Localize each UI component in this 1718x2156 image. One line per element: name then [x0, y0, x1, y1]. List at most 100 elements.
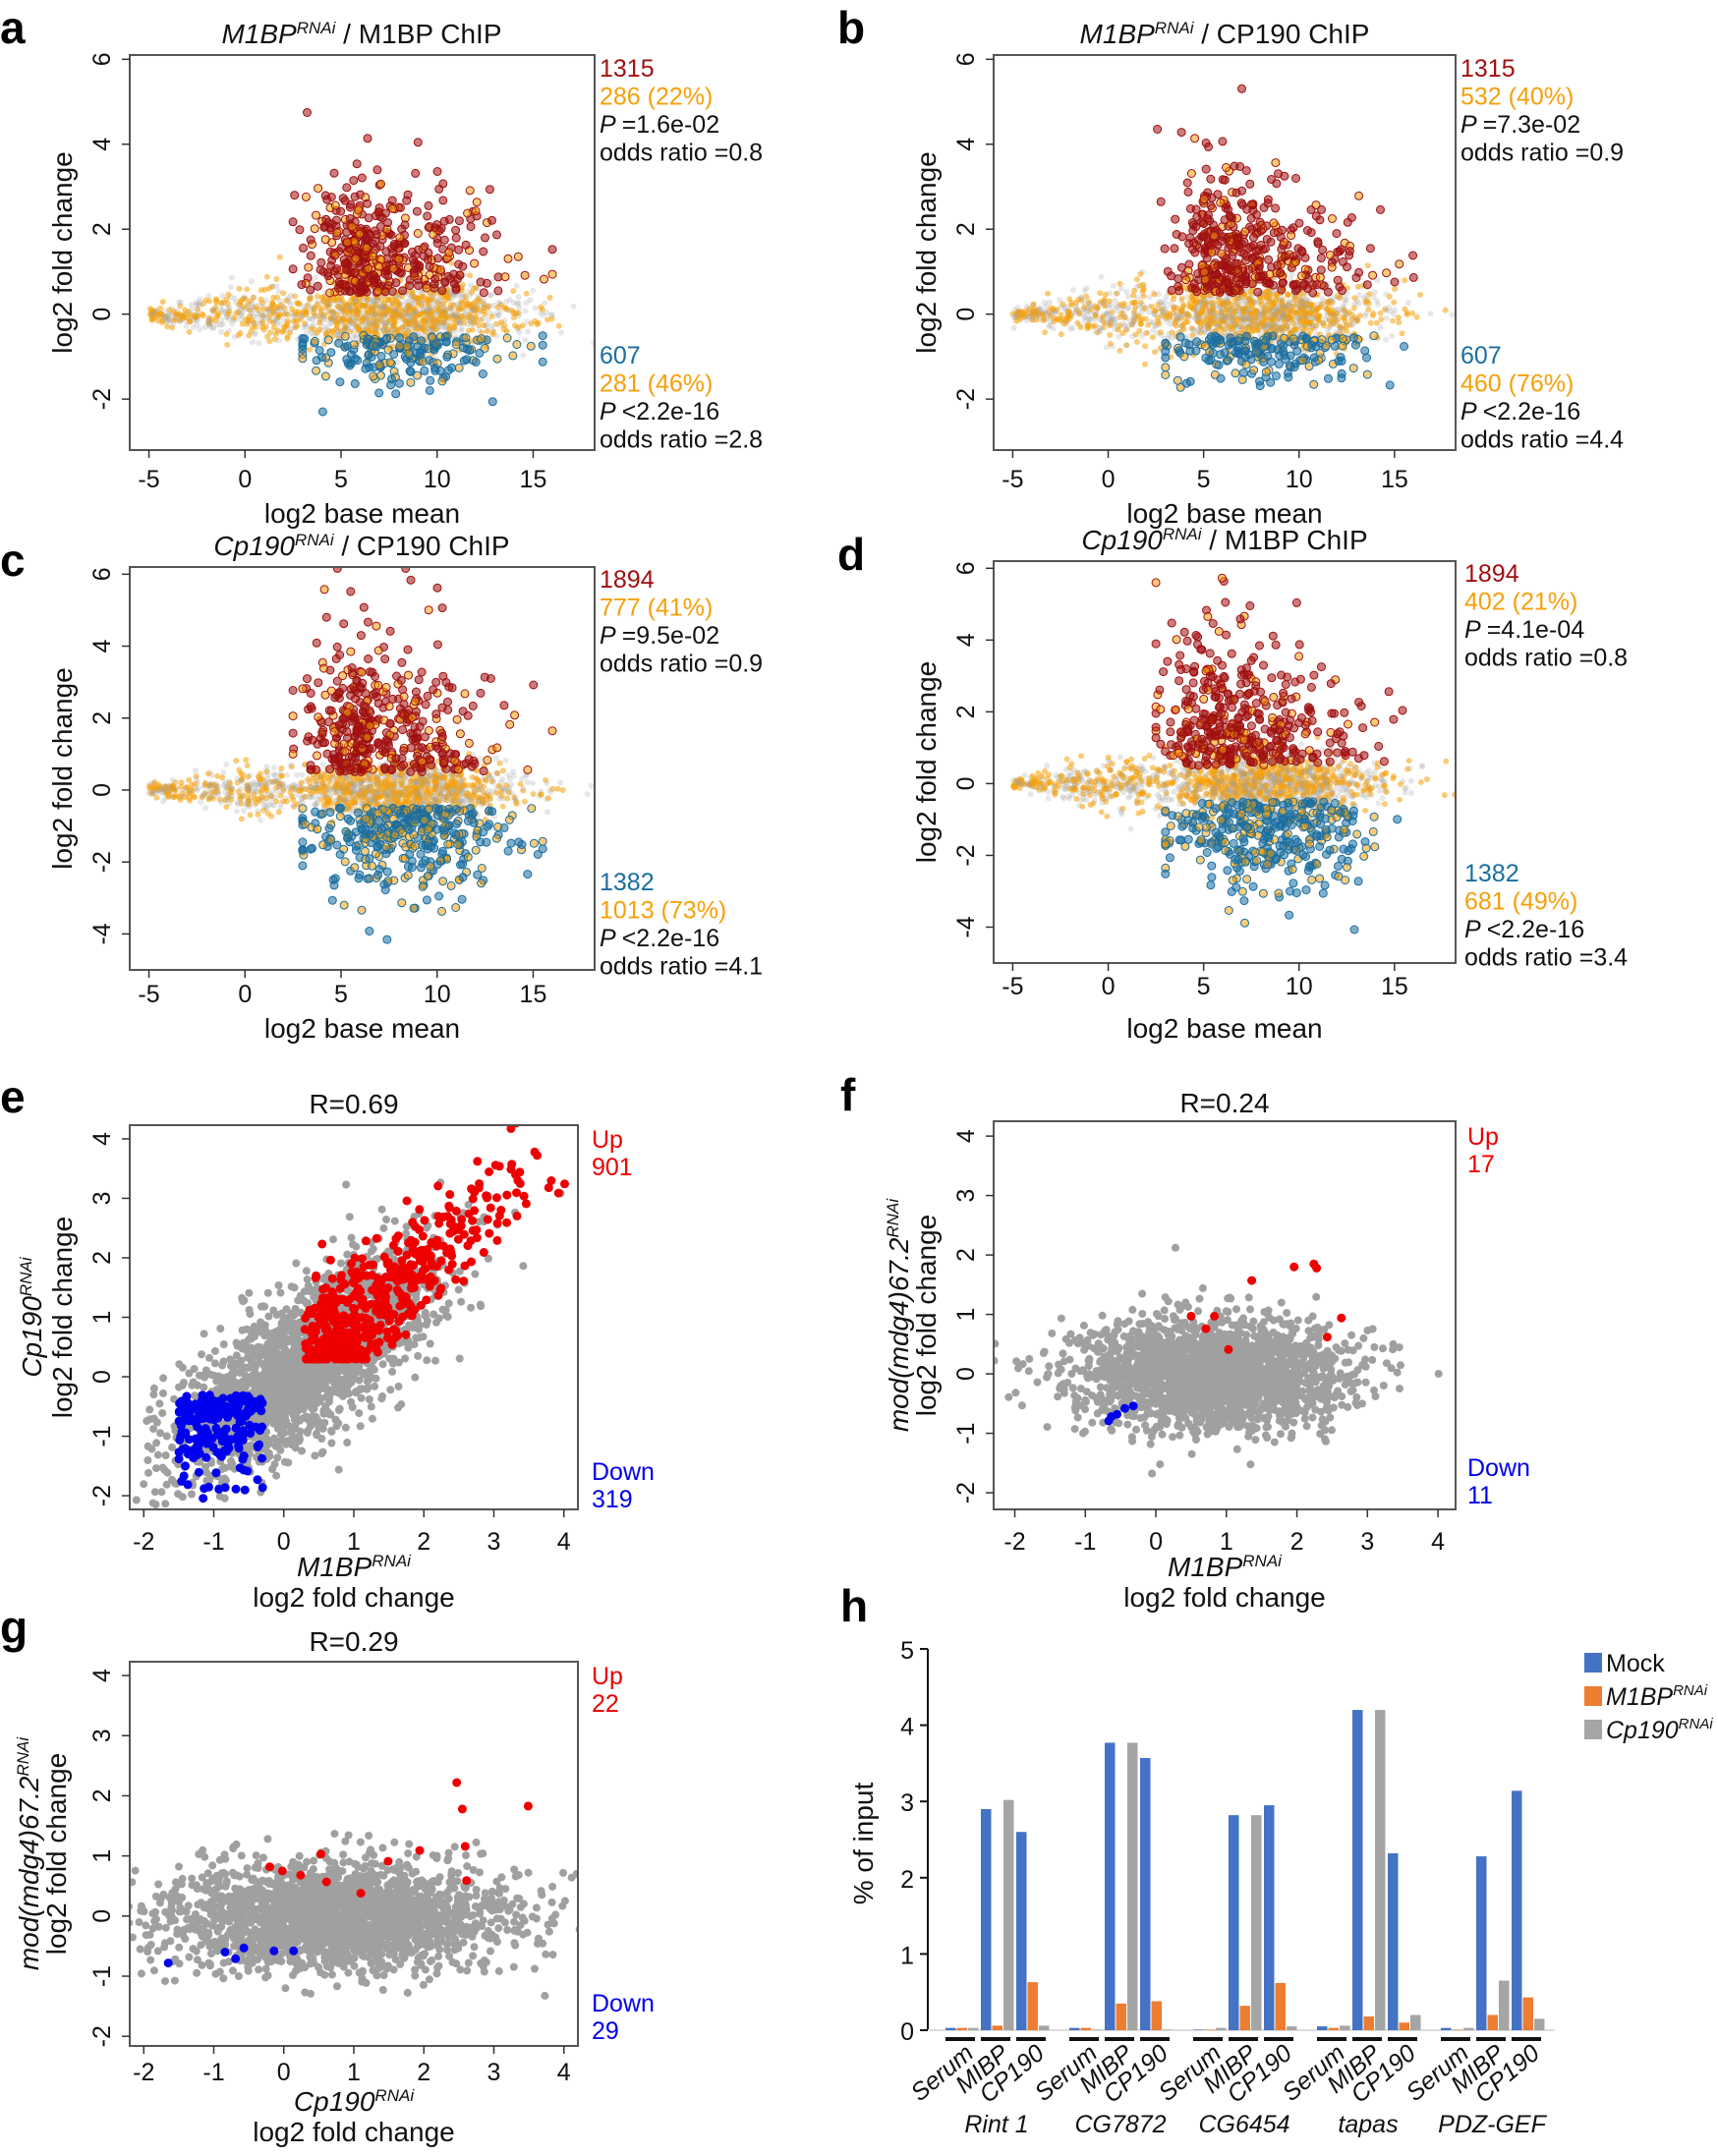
up-point [304, 262, 314, 272]
background-point [209, 325, 216, 332]
background-point [435, 297, 442, 304]
background-point [420, 305, 427, 312]
down-point [1337, 369, 1346, 378]
data-points [146, 108, 595, 417]
overlap-point [402, 317, 409, 324]
y-tick-label: 0 [952, 308, 980, 321]
background-point [438, 319, 445, 326]
up-point [320, 235, 330, 245]
background-point [1370, 294, 1377, 301]
p-value: =7.3e-02 [1483, 111, 1580, 139]
overlap-point [1386, 293, 1393, 300]
up-point [1232, 265, 1242, 274]
background-point [488, 322, 495, 329]
background-point [1041, 300, 1048, 307]
up-point [463, 208, 473, 218]
background-point [269, 283, 276, 290]
background-point [378, 303, 385, 310]
overlap-point [163, 313, 170, 320]
background-point [345, 325, 351, 332]
overlap-point [211, 308, 217, 314]
overlap-point [397, 311, 404, 317]
overlap-point [267, 312, 273, 319]
overlap-point [1248, 324, 1255, 331]
background-point [256, 340, 262, 347]
background-point [1344, 296, 1350, 303]
down-point [1280, 333, 1289, 343]
down-point [1350, 340, 1360, 350]
overlap-point [270, 324, 277, 331]
background-point [189, 307, 196, 313]
background-point [211, 306, 218, 312]
background-point [430, 300, 437, 307]
overlap-point [1367, 319, 1374, 326]
down-point [462, 344, 472, 354]
down-point [437, 376, 447, 386]
background-point [353, 332, 359, 339]
up-point [1236, 199, 1246, 208]
up-point [1231, 229, 1241, 239]
background-point [308, 323, 315, 330]
background-point [456, 320, 463, 327]
up-point [1287, 231, 1296, 241]
background-point [165, 315, 172, 322]
panel-letter: c [0, 535, 26, 586]
up-point [363, 199, 372, 208]
overlap-point [385, 327, 392, 333]
overlap-point [1231, 296, 1238, 303]
p-symbol: P [1460, 111, 1483, 139]
background-point [338, 306, 345, 312]
background-point [324, 308, 331, 314]
overlap-point [440, 301, 447, 308]
down-point [326, 348, 336, 358]
overlap-point [311, 310, 316, 316]
down-point [1255, 381, 1265, 391]
up-point [1228, 251, 1237, 260]
up-point [1274, 169, 1283, 179]
up-point [297, 280, 307, 290]
overlap-point [1468, 305, 1474, 311]
overlap-point [389, 301, 396, 308]
up-point [430, 283, 439, 293]
up-point [1228, 288, 1237, 298]
up-point [1200, 249, 1210, 258]
background-point [524, 318, 531, 325]
background-point [372, 297, 379, 304]
overlap-point [1189, 331, 1196, 338]
up-point [1224, 243, 1233, 253]
overlap-point [314, 329, 320, 336]
background-point [493, 311, 500, 316]
up-count-annotation: 1315 [600, 55, 655, 83]
up-point [1218, 272, 1228, 282]
down-point [1185, 346, 1195, 356]
background-point [205, 319, 212, 325]
title-gene: M1BP [221, 19, 297, 49]
up-point [419, 252, 429, 261]
overlap-point [419, 303, 426, 310]
overlap-point [294, 300, 300, 307]
background-point [205, 293, 212, 299]
overlap-point [404, 311, 410, 317]
overlap-point [447, 302, 454, 309]
up-point [1408, 272, 1418, 282]
background-point [234, 808, 240, 815]
overlap-point [212, 317, 219, 324]
background-point [1264, 324, 1271, 331]
up-point [1327, 262, 1337, 272]
down-p-annotation: P <2.2e-16 [600, 398, 719, 426]
down-point [402, 342, 412, 351]
up-point [375, 242, 385, 252]
down-point [1192, 337, 1202, 347]
background-point [266, 307, 273, 313]
background-point [1134, 294, 1141, 301]
overlap-point [472, 315, 479, 321]
overlap-point [1301, 321, 1308, 328]
up-point [383, 218, 392, 228]
up-point [1201, 139, 1211, 147]
overlap-point [347, 328, 354, 335]
background-point [1209, 307, 1216, 313]
up-point [1245, 179, 1255, 189]
overlap-point [427, 311, 433, 317]
background-point [452, 312, 459, 317]
background-point [303, 321, 310, 328]
